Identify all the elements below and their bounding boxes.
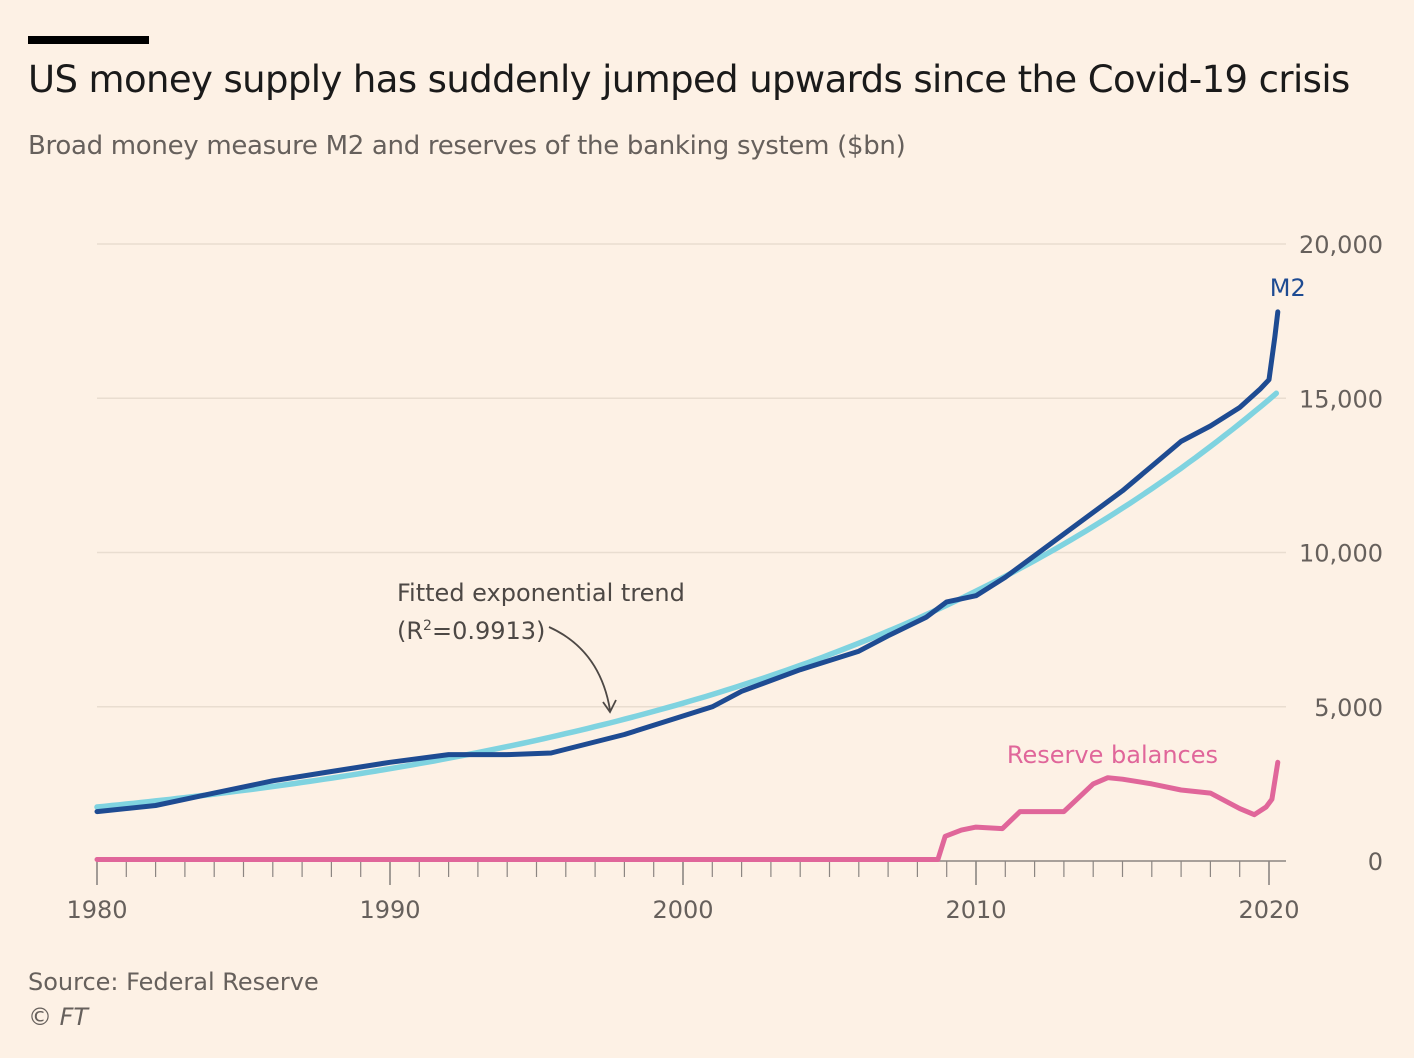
x-tick-label: 2000 xyxy=(652,896,713,924)
x-tick-label: 2010 xyxy=(945,896,1006,924)
annotation-prefix: (R xyxy=(397,617,423,645)
series-lines xyxy=(94,309,1281,862)
series-labels: M2 Reserve balances xyxy=(1007,274,1306,769)
annotation-arrowhead xyxy=(602,699,617,714)
grid xyxy=(97,243,1286,708)
top-rule xyxy=(28,36,149,44)
x-tick-label: 2020 xyxy=(1238,896,1299,924)
annotation-superscript: 2 xyxy=(423,618,432,634)
annotation-suffix: =0.9913) xyxy=(432,617,545,645)
annotation-arrow xyxy=(548,626,611,711)
credit-note: © FT xyxy=(28,1003,89,1031)
y-axis: 0 5,000 10,000 15,000 20,000 xyxy=(1299,231,1383,876)
x-tick-label: 1980 xyxy=(66,896,127,924)
annotation-text-line2: (R2=0.9913) xyxy=(397,617,545,645)
trend-annotation: Fitted exponential trend (R2=0.9913) xyxy=(397,579,685,714)
series-label-m2: M2 xyxy=(1270,274,1306,302)
annotation-text-line1: Fitted exponential trend xyxy=(397,579,685,607)
y-tick-label: 15,000 xyxy=(1299,385,1383,413)
y-tick-label: 20,000 xyxy=(1299,231,1383,259)
x-axis: 1980 1990 2000 2010 2020 xyxy=(66,860,1300,924)
trend-line xyxy=(94,390,1280,810)
source-note: Source: Federal Reserve xyxy=(28,968,319,996)
x-tick-label: 1990 xyxy=(359,896,420,924)
y-tick-label: 5,000 xyxy=(1314,694,1383,722)
y-tick-label: 10,000 xyxy=(1299,540,1383,568)
chart-title: US money supply has suddenly jumped upwa… xyxy=(28,58,1350,101)
y-tick-label: 0 xyxy=(1368,848,1383,876)
series-label-reserve-balances: Reserve balances xyxy=(1007,741,1218,769)
reserve-balances-line xyxy=(94,759,1281,862)
m2-line xyxy=(94,309,1281,815)
chart-subtitle: Broad money measure M2 and reserves of t… xyxy=(28,131,906,161)
